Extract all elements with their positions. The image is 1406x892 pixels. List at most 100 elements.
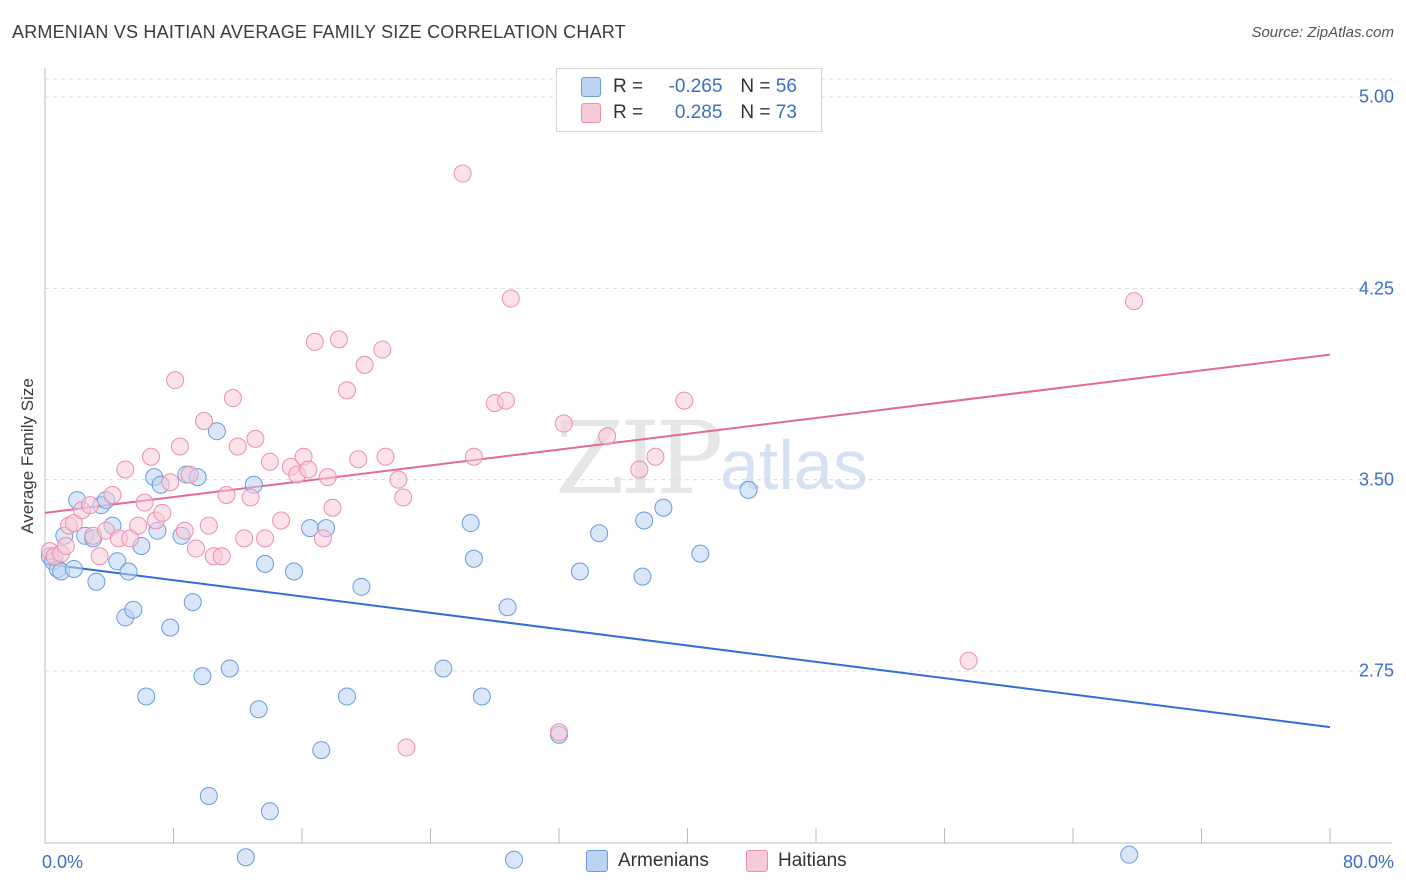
- armenians-point: [124, 600, 143, 619]
- haitians-point: [64, 514, 83, 533]
- source-label: Source: ZipAtlas.com: [1251, 24, 1394, 41]
- haitians-point: [496, 391, 515, 410]
- haitians-point: [135, 493, 154, 512]
- haitians-point: [217, 485, 236, 504]
- haitians-point: [199, 516, 218, 535]
- haitians-point: [313, 529, 332, 548]
- haitians-point: [598, 427, 617, 446]
- n-value: 56: [775, 76, 797, 97]
- haitians-point: [299, 460, 318, 479]
- haitians-point: [554, 414, 573, 433]
- r-label: R =: [613, 76, 644, 97]
- armenians-point: [464, 549, 483, 568]
- haitians-point: [646, 447, 665, 466]
- haitians-point: [349, 450, 368, 469]
- haitians-point: [241, 488, 260, 507]
- haitians-swatch: [581, 103, 601, 123]
- armenians-point: [87, 572, 106, 591]
- r-value: 0.285: [674, 102, 723, 123]
- armenians-point: [207, 422, 226, 441]
- armenians-point: [199, 787, 218, 806]
- n-value: 73: [775, 102, 797, 123]
- haitians-point: [355, 355, 374, 374]
- armenians-point: [461, 514, 480, 533]
- haitians-point: [323, 498, 342, 517]
- haitians-point: [80, 496, 99, 515]
- armenians-point: [236, 848, 255, 867]
- armenians-point: [249, 700, 268, 719]
- haitians-point: [550, 723, 568, 742]
- armenians-trend-line: [44, 562, 1331, 729]
- haitians-point: [195, 411, 214, 430]
- haitians-point: [630, 460, 649, 479]
- y-tick-label: 2.75: [1358, 660, 1394, 681]
- haitians-point: [175, 521, 194, 540]
- haitians-point: [376, 447, 395, 466]
- armenians-point: [183, 593, 202, 612]
- haitians-point: [260, 452, 279, 471]
- armenians-point: [498, 598, 517, 617]
- haitians-point: [256, 529, 275, 548]
- armenians-point: [337, 687, 356, 706]
- haitians-point: [235, 529, 254, 548]
- armenians-point: [633, 567, 652, 586]
- y-tick-label: 3.50: [1358, 469, 1394, 490]
- legend-row-haitians: R = 0.285 N = 73: [581, 101, 797, 125]
- haitians-point: [959, 651, 978, 670]
- r-label: R =: [613, 102, 644, 123]
- haitians-point: [329, 330, 348, 349]
- axes: [44, 68, 1392, 844]
- haitians-point: [1125, 292, 1144, 311]
- haitians-point: [180, 465, 199, 484]
- armenians-point: [505, 850, 524, 869]
- haitians-point: [389, 470, 408, 489]
- armenians-point: [691, 544, 710, 563]
- armenians-point: [739, 480, 758, 499]
- grid-lines: [45, 78, 1392, 672]
- armenians-point: [64, 559, 83, 578]
- armenians-point: [260, 802, 279, 821]
- r-value: -0.265: [668, 76, 723, 97]
- haitians-point: [121, 529, 140, 548]
- armenians-point: [193, 667, 212, 686]
- haitians-point: [103, 485, 122, 504]
- armenians-point: [256, 554, 275, 573]
- haitians-point: [675, 391, 694, 410]
- haitians-point: [337, 381, 356, 400]
- armenians-swatch: [586, 850, 608, 872]
- haitians-point: [318, 468, 337, 487]
- haitians-point: [464, 447, 483, 466]
- haitians-point: [453, 164, 472, 183]
- legend-label: Armenians: [618, 850, 709, 871]
- haitians-point: [228, 437, 247, 456]
- armenians-point: [352, 577, 371, 596]
- haitians-point: [166, 371, 185, 390]
- armenians-point: [472, 687, 491, 706]
- armenians-point: [434, 659, 453, 678]
- haitians-point: [501, 289, 520, 308]
- haitians-point: [90, 547, 109, 566]
- stats-legend: R = -0.265 N = 56 R = 0.285 N = 73: [556, 68, 822, 132]
- armenians-swatch: [581, 77, 601, 97]
- armenians-point: [119, 562, 138, 581]
- y-tick-label: 5.00: [1358, 86, 1394, 107]
- chart-title: ARMENIAN VS HAITIAN AVERAGE FAMILY SIZE …: [12, 22, 626, 42]
- haitians-point: [56, 536, 75, 555]
- haitians-point: [212, 547, 231, 566]
- legend-item-armenians[interactable]: Armenians: [586, 850, 709, 872]
- legend-item-haitians[interactable]: Haitians: [746, 850, 847, 872]
- x-min-label: 0.0%: [42, 852, 84, 872]
- legend-row-armenians: R = -0.265 N = 56: [581, 75, 797, 99]
- armenians-point: [590, 524, 609, 543]
- armenians-point: [161, 618, 180, 637]
- n-label: N =: [740, 76, 771, 97]
- watermark-zip: ZIP: [555, 400, 723, 517]
- haitians-point: [223, 389, 242, 408]
- haitians-point: [397, 738, 416, 757]
- armenians-point: [137, 687, 156, 706]
- data-points: [40, 164, 1144, 869]
- x-max-label: 80.0%: [1342, 852, 1394, 872]
- haitians-point: [116, 460, 135, 479]
- haitians-point: [272, 511, 291, 530]
- n-label: N =: [740, 102, 771, 123]
